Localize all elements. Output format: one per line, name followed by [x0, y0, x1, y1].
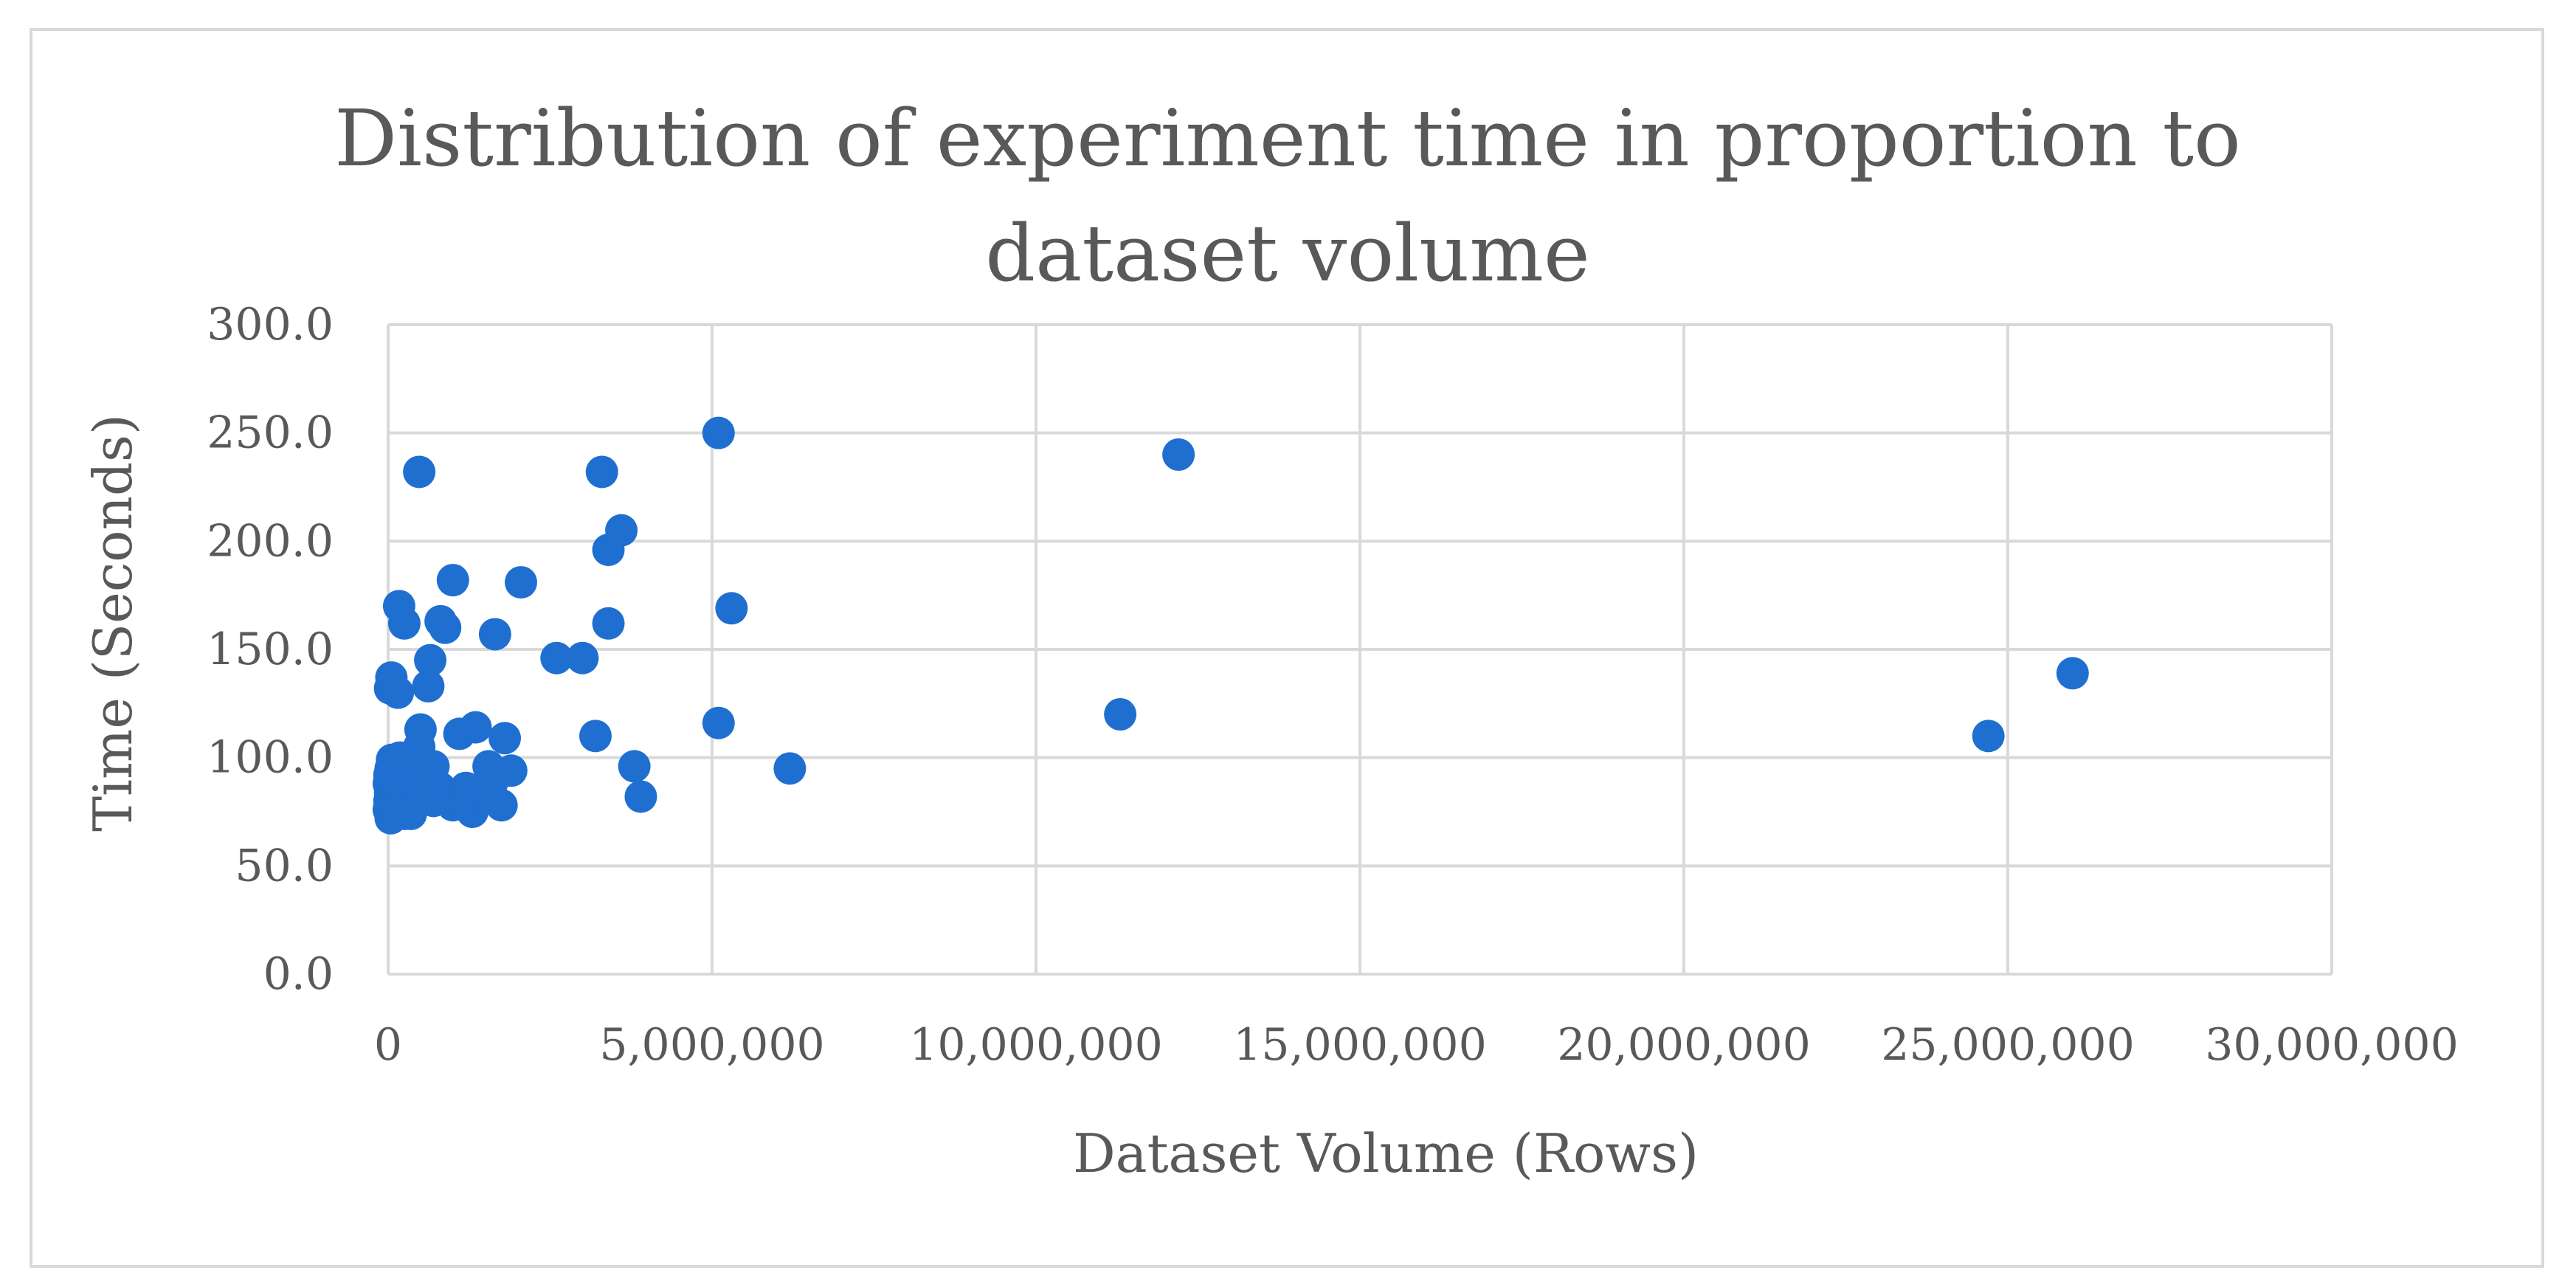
data-point — [478, 618, 511, 651]
data-point — [424, 604, 457, 638]
y-tick-label: 200.0 — [207, 515, 334, 567]
x-tick-label: 5,000,000 — [599, 1019, 824, 1071]
y-tick-labels: 0.0 50.0 100.0 150.0 200.0 250.0 300.0 — [207, 299, 334, 1000]
data-point — [1104, 698, 1137, 731]
data-point — [472, 750, 505, 783]
data-point — [504, 566, 537, 599]
data-point — [436, 564, 469, 597]
data-point — [414, 644, 447, 677]
data-point — [773, 752, 807, 785]
data-point — [579, 720, 612, 753]
y-tick-label: 50.0 — [235, 840, 334, 891]
data-points — [372, 416, 2089, 835]
data-point — [377, 797, 410, 830]
y-tick-label: 100.0 — [207, 732, 334, 784]
data-point — [373, 672, 407, 705]
data-point — [592, 534, 625, 567]
x-tick-label: 10,000,000 — [909, 1019, 1163, 1071]
data-point — [715, 592, 748, 625]
axes — [387, 325, 2332, 976]
y-tick-label: 150.0 — [207, 624, 334, 675]
data-point — [412, 669, 445, 703]
y-axis-title: Time (Seconds) — [82, 414, 144, 832]
data-point — [403, 455, 436, 489]
chart-title-line-2: dataset volume — [985, 208, 1589, 299]
y-tick-label: 0.0 — [263, 948, 334, 1000]
gridlines — [388, 323, 2333, 974]
data-point — [443, 717, 476, 751]
data-point — [488, 722, 522, 755]
x-tick-label: 30,000,000 — [2205, 1019, 2459, 1071]
data-point — [624, 780, 657, 813]
chart-title-line-1: Distribution of experiment time in propo… — [334, 93, 2241, 184]
data-point — [592, 607, 625, 640]
x-tick-label: 20,000,000 — [1557, 1019, 1811, 1071]
x-tick-label: 25,000,000 — [1881, 1019, 2135, 1071]
data-point — [566, 641, 599, 674]
data-point — [702, 706, 735, 739]
data-point — [1972, 720, 2005, 753]
data-point — [382, 590, 415, 623]
x-axis-title: Dataset Volume (Rows) — [1073, 1122, 1699, 1184]
x-tick-labels: 0 5,000,000 10,000,000 15,000,000 20,000,000… — [374, 1019, 2459, 1071]
data-point — [383, 741, 416, 774]
y-tick-label: 300.0 — [207, 299, 334, 351]
data-point — [585, 455, 618, 489]
data-point — [1162, 438, 1195, 471]
x-tick-label: 0 — [374, 1019, 402, 1071]
y-tick-label: 250.0 — [207, 407, 334, 459]
data-point — [540, 641, 573, 674]
data-point — [2056, 657, 2089, 690]
data-point — [618, 750, 651, 783]
data-point — [702, 416, 735, 449]
data-point — [449, 771, 483, 804]
x-tick-label: 15,000,000 — [1233, 1019, 1487, 1071]
